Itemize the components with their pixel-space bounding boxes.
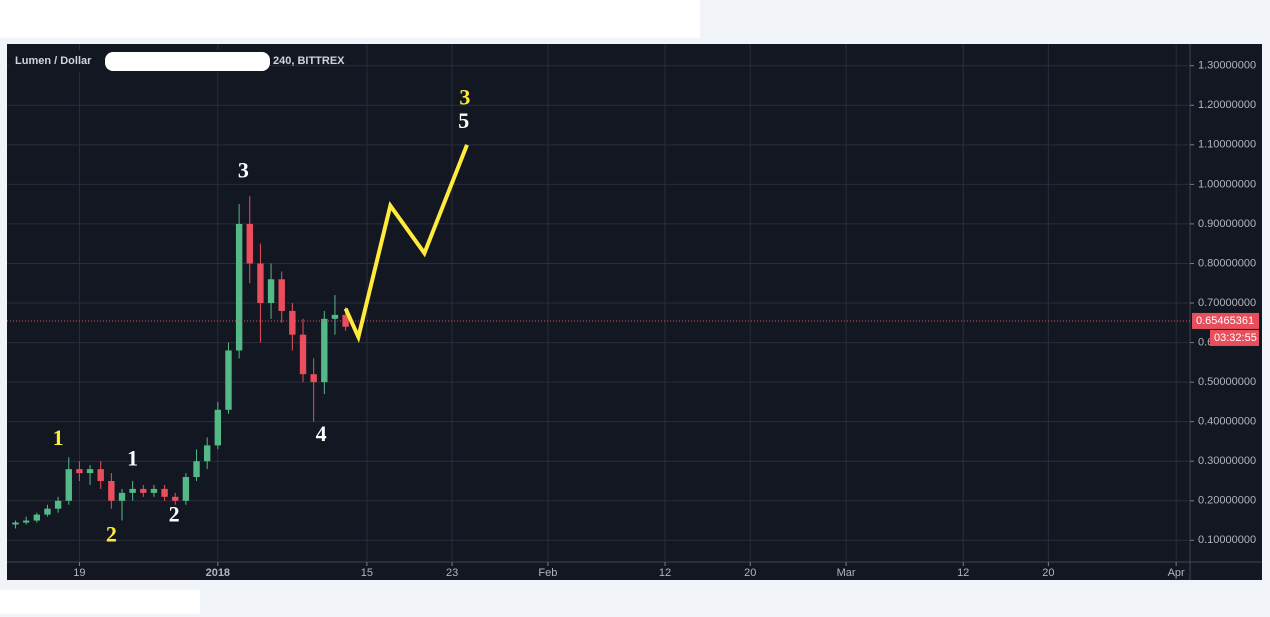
candle-body [65,469,72,501]
y-tick-label: 1.20000000 [1198,99,1256,111]
price-label-bg [1192,312,1259,329]
candle-body [12,522,19,525]
x-tick-label: Feb [538,567,557,579]
wave-label: 1 [53,425,64,450]
candle-body [225,350,232,410]
y-tick-label: 0.10000000 [1198,534,1256,546]
candle-body [140,488,147,493]
y-tick-label: 0.30000000 [1198,455,1256,467]
x-tick-label: 20 [1042,567,1054,579]
price-label: 0.65465361 [1196,315,1254,327]
candle-body [97,469,104,481]
x-tick-label: 23 [446,567,458,579]
candle-body [331,314,339,319]
projection-line [343,144,469,344]
wave-label: 5 [458,108,469,133]
candle-body [33,514,41,521]
x-tick-label: 2018 [206,567,230,579]
candle-body [54,500,62,509]
candle-body [161,488,168,497]
y-tick-label: 1.00000000 [1198,178,1256,190]
y-tick-label: 0.40000000 [1198,416,1256,428]
candle-body [86,469,94,474]
x-tick-label: 12 [659,567,671,579]
wave-label: 3 [238,158,249,183]
countdown-bg [1210,329,1259,346]
y-tick-label: 1.30000000 [1198,60,1256,72]
y-tick-label: 1.10000000 [1198,139,1256,151]
price-axis [1190,44,1262,562]
wave-label: 1 [127,445,138,470]
wave-label: 4 [316,421,327,446]
x-tick-label: Apr [1168,567,1185,579]
y-tick-label: 0.80000000 [1198,257,1256,269]
candle-body [22,520,30,523]
candle-body [278,279,285,311]
y-tick-label: 0.50000000 [1198,376,1256,388]
wave-label: 2 [106,521,117,546]
candle-body [299,334,307,375]
redaction [105,52,270,71]
chart-title: Lumen / Dollar [15,55,92,67]
candle-body [321,318,328,383]
redaction [0,0,700,38]
candle-body [203,445,211,462]
redaction [0,590,200,614]
wave-label: 2 [169,502,180,527]
x-tick-label: 20 [744,567,756,579]
candle-body [182,477,190,501]
candle-body [108,480,115,501]
chart-panel [7,44,1262,580]
y-tick-label: 0.70000000 [1198,297,1256,309]
chart-subtitle: 240, BITTREX [273,55,345,67]
candle-body [129,488,136,493]
candle-body [257,263,264,304]
countdown-label: 03:32:55 [1214,332,1257,344]
candle-body [267,279,275,304]
candle-body [193,461,200,478]
x-tick-label: 19 [73,567,85,579]
x-tick-label: Mar [837,567,856,579]
y-tick-label: 0.20000000 [1198,495,1256,507]
candle-body [310,374,317,383]
y-tick-label: 0.90000000 [1198,218,1256,230]
wave-label: 3 [459,84,470,109]
x-tick-label: 15 [361,567,373,579]
candle-body [246,223,253,264]
candle-body [289,310,296,335]
candle-body [172,496,179,501]
candle-body [214,409,222,446]
candle-body [150,488,158,493]
candle-body [342,314,349,327]
candle-body [44,508,51,515]
x-tick-label: 12 [957,567,969,579]
candle-body [118,492,126,501]
candle-body [235,223,243,351]
candle-body [76,469,83,474]
